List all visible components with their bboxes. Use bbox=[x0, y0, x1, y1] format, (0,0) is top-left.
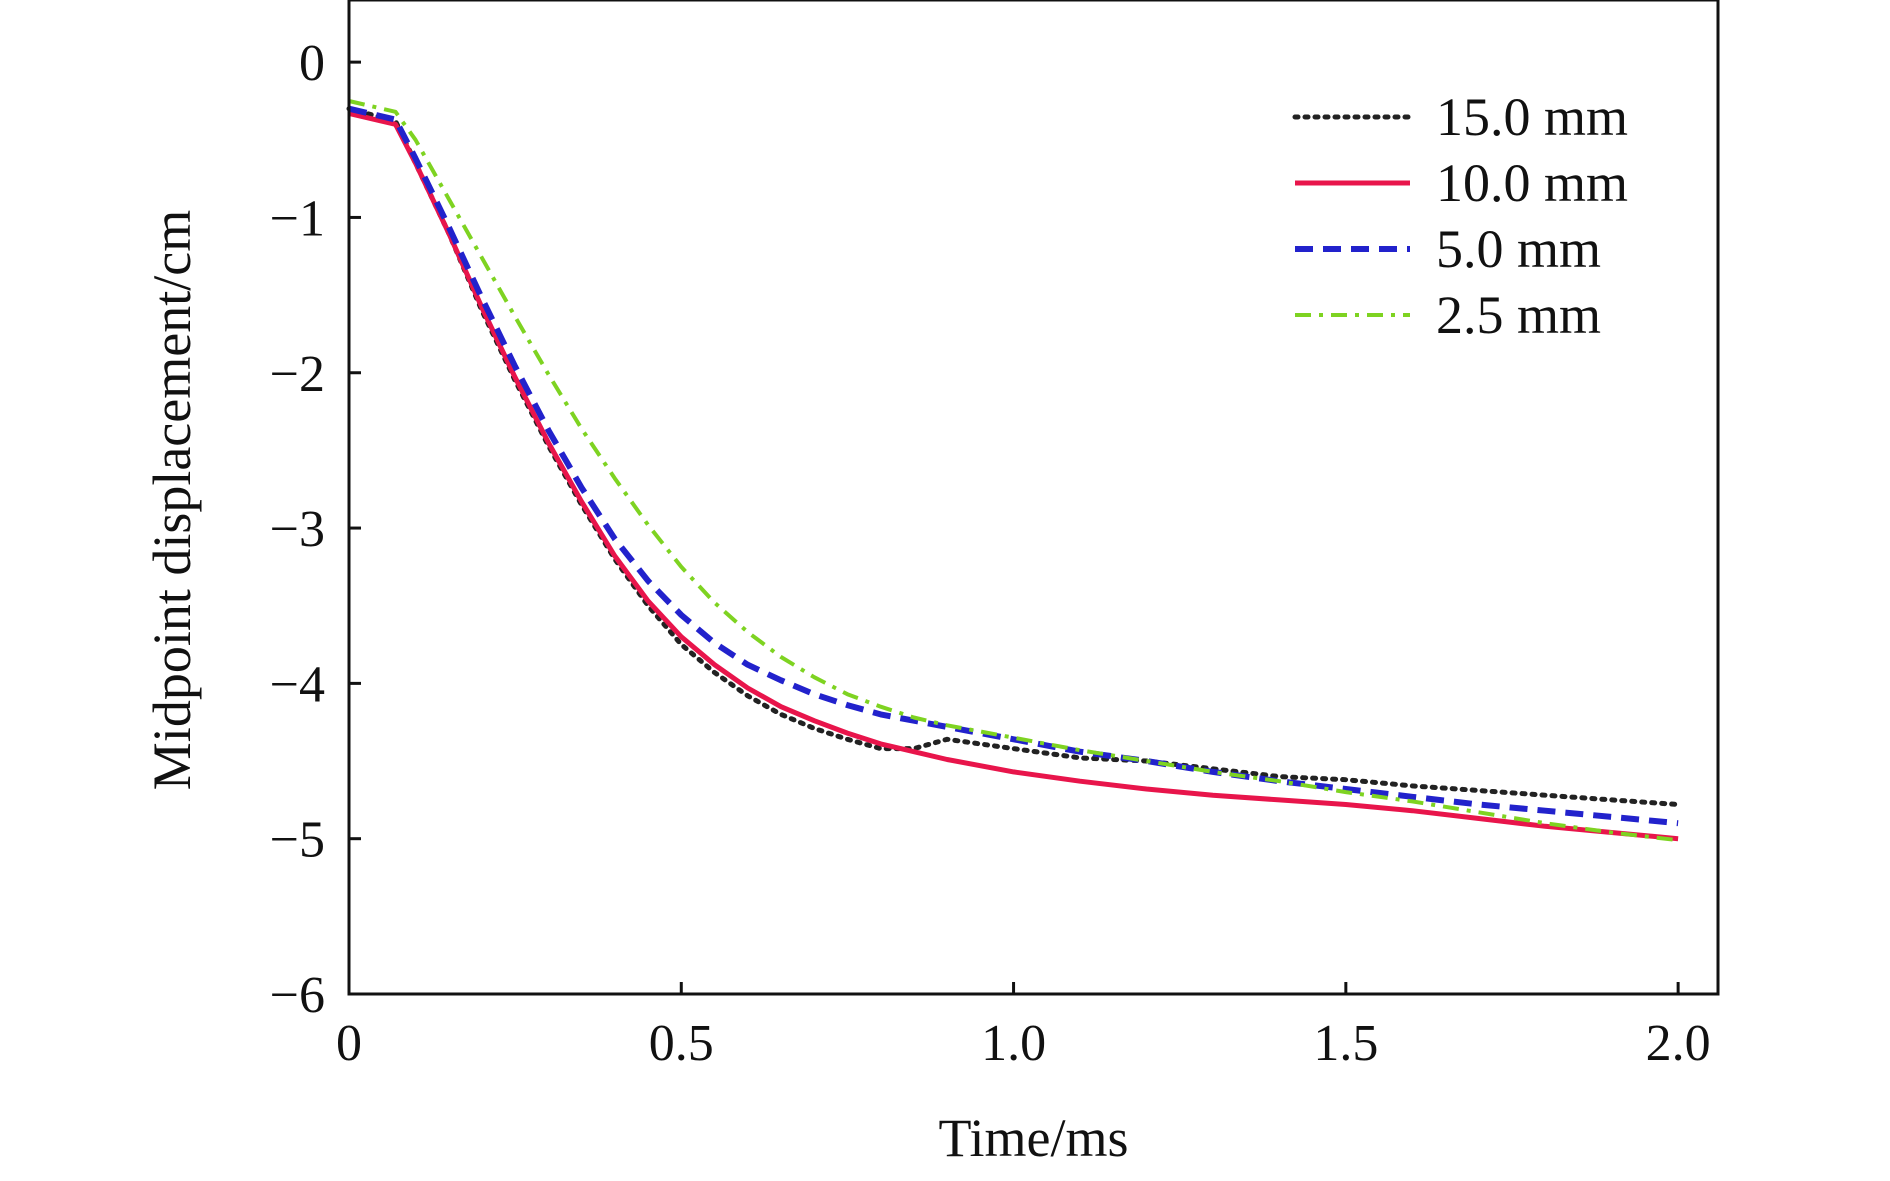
plot-marks bbox=[346, 99, 1681, 843]
x-tick-label: 2.0 bbox=[1646, 1015, 1711, 1072]
series-line-3 bbox=[348, 105, 1679, 827]
axis-ticks: 0 0.5 1.0 1.5 2.0 0 −1 −2 −3 −4 −5 −6 bbox=[270, 35, 1711, 1072]
series-line-1 bbox=[346, 106, 1681, 807]
x-tick-label: 0 bbox=[336, 1015, 362, 1072]
x-tick-label: 1.0 bbox=[981, 1015, 1046, 1072]
y-tick-label: −2 bbox=[270, 346, 325, 403]
y-tick-label: 0 bbox=[299, 35, 325, 92]
x-tick-label: 1.5 bbox=[1313, 1015, 1378, 1072]
legend-label-3: 5.0 mm bbox=[1436, 219, 1601, 279]
y-tick-label: −3 bbox=[270, 501, 325, 558]
legend-label-2: 10.0 mm bbox=[1436, 153, 1628, 213]
y-tick-label: −5 bbox=[270, 812, 325, 869]
y-tick-label: −6 bbox=[270, 967, 325, 1024]
legend-label-1: 15.0 mm bbox=[1436, 87, 1628, 147]
legend-label-4: 2.5 mm bbox=[1436, 285, 1601, 345]
y-tick-label: −1 bbox=[270, 190, 325, 247]
y-tick-label: −4 bbox=[270, 656, 325, 713]
plot-frame bbox=[347, 0, 1720, 996]
series-line-2 bbox=[348, 110, 1679, 842]
y-axis-label: Midpoint displacement/cm bbox=[142, 210, 202, 790]
x-tick-label: 0.5 bbox=[649, 1015, 714, 1072]
x-axis-label: Time/ms bbox=[938, 1108, 1128, 1168]
